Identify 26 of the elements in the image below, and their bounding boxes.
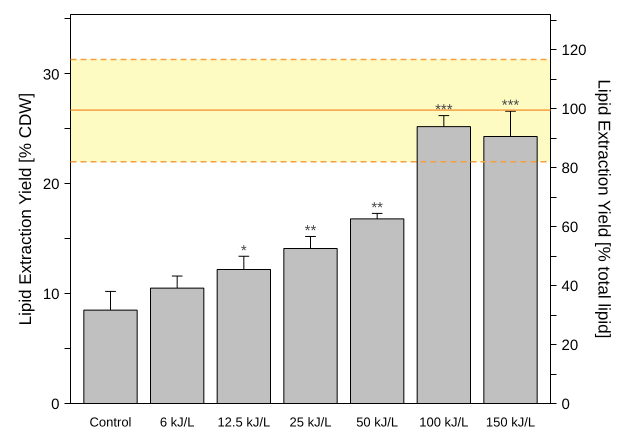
y2-tick-label: 120: [562, 42, 587, 60]
x-tick-label: 25 kJ/L: [290, 414, 332, 430]
annotation: *: [240, 242, 247, 260]
y2-tick-label: 0: [562, 396, 570, 413]
y2-tick-label: 40: [562, 278, 578, 296]
x-tick-label: Control: [90, 414, 132, 430]
x-tick-label: 50 kJ/L: [356, 414, 398, 430]
y-tick-label: 20: [42, 176, 60, 194]
annotation: ***: [435, 102, 453, 119]
y2-tick-label: 100: [562, 101, 587, 118]
y2-tick-label: 60: [562, 219, 578, 236]
y-tick-label: 0: [51, 396, 60, 413]
y2-axis-title: Lipid Extraction Yield [% total lipid]: [594, 79, 614, 338]
y2-tick-label: 20: [562, 337, 578, 354]
annotation: **: [304, 222, 316, 240]
x-tick-label: 6 kJ/L: [160, 414, 195, 430]
annotation: **: [371, 199, 384, 216]
y2-tick-label: 80: [562, 160, 578, 178]
x-tick-label: 150 kJ/L: [486, 414, 536, 430]
y-tick-label: 10: [42, 286, 60, 304]
annotation: ***: [502, 97, 520, 114]
y-axis-title: Lipid Extraction Yield [% CDW]: [16, 92, 35, 326]
bar: [350, 218, 404, 404]
x-tick-label: 100 kJ/L: [419, 414, 468, 430]
x-tick-label: 12.5 kJ/L: [217, 414, 270, 430]
y-tick-label: 30: [42, 66, 60, 84]
